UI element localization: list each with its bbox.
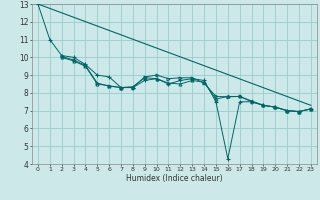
X-axis label: Humidex (Indice chaleur): Humidex (Indice chaleur)	[126, 174, 223, 183]
